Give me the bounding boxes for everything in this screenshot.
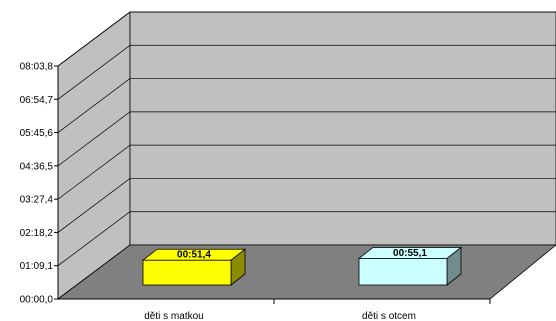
bar-front — [142, 259, 232, 286]
bars: 00:51,4 00:55,1 — [141, 246, 463, 286]
category-label: děti s matkou — [144, 311, 203, 321]
back-wall — [129, 11, 556, 246]
bar-front — [358, 258, 448, 286]
gridline — [57, 144, 131, 200]
gridline — [57, 78, 131, 133]
y-tick-label: 02:18,2 — [20, 228, 54, 239]
gridline — [57, 11, 131, 67]
bar: 00:55,1 — [357, 246, 463, 286]
y-tick-label: 01:09,1 — [20, 261, 54, 272]
y-tick-label: 08:03,8 — [20, 62, 54, 73]
y-tick-label: 00:00,0 — [20, 295, 54, 306]
floor — [56, 244, 556, 300]
y-tick-label: 05:45,6 — [20, 128, 54, 139]
bar: 00:51,4 — [141, 248, 247, 286]
gridline — [57, 111, 131, 167]
y-axis-ticks: 00:00,0 01:09,1 02:18,2 03:27,4 04:36,5 05:45… — [20, 62, 58, 306]
gridline — [57, 45, 131, 100]
gridline — [57, 178, 131, 233]
bar-data-label: 00:55,1 — [393, 248, 427, 259]
gridline — [57, 211, 131, 266]
y-tick-label: 04:36,5 — [20, 161, 54, 172]
bar-data-label: 00:51,4 — [177, 250, 211, 261]
gridlines — [57, 11, 556, 266]
y-tick-label: 03:27,4 — [20, 195, 54, 206]
x-axis-categories: děti s matkou děti s otcem — [144, 311, 416, 321]
y-tick-label: 06:54,7 — [20, 95, 54, 106]
category-label: děti s otcem — [362, 311, 416, 321]
